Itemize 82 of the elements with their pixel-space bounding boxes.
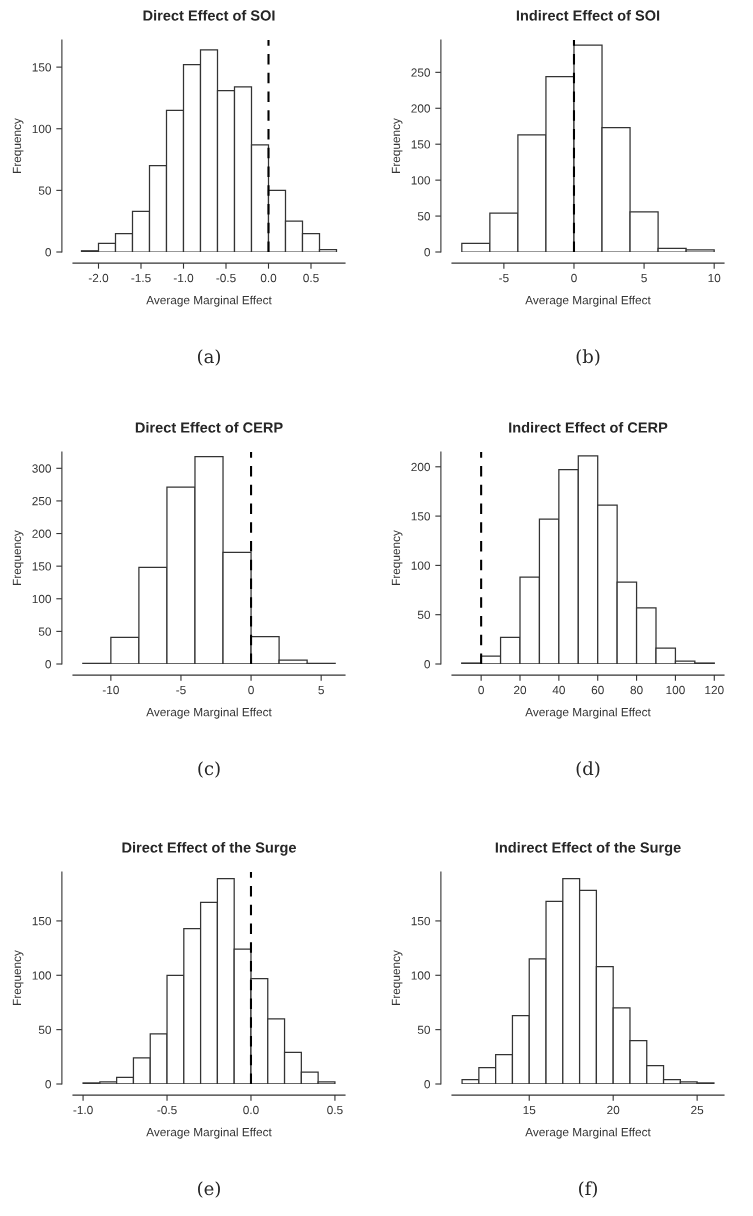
x-tick-label: 100 xyxy=(666,685,685,695)
y-tick-label: 0 xyxy=(45,1080,52,1089)
text: (d) xyxy=(576,761,600,778)
text: (a) xyxy=(198,349,220,366)
x-tick-label: 60 xyxy=(591,685,604,695)
y-tick-label: 0 xyxy=(424,660,431,669)
y-tick-label: 0 xyxy=(424,248,431,257)
x-tick-label: -0.5 xyxy=(216,273,236,283)
x-tick-label: 40 xyxy=(552,685,565,695)
y-tick-label: 50 xyxy=(417,1025,431,1035)
y-tick-label: 250 xyxy=(32,496,52,506)
x-axis-title: Average Marginal Effect xyxy=(146,1127,272,1139)
y-tick-label: 50 xyxy=(38,1025,52,1035)
y-axis-title: Frequency xyxy=(391,950,403,1005)
y-tick-label: 300 xyxy=(32,464,52,473)
y-tick-label: 200 xyxy=(411,462,431,472)
x-tick-label: 0.5 xyxy=(303,273,319,283)
y-tick-label: 150 xyxy=(411,916,431,926)
y-tick-label: 50 xyxy=(38,627,52,636)
x-tick-label: -1.0 xyxy=(73,1105,93,1115)
y-axis-title: Frequency xyxy=(12,950,24,1005)
x-tick-label: 0 xyxy=(478,685,484,695)
y-tick-label: 150 xyxy=(411,512,431,521)
chart-title: Indirect Effect of CERP xyxy=(509,421,668,433)
x-tick-label: 0.5 xyxy=(327,1105,343,1115)
x-tick-label: 120 xyxy=(705,685,724,695)
x-tick-label: 5 xyxy=(318,685,324,695)
y-tick-label: 150 xyxy=(32,562,52,571)
x-tick-label: 20 xyxy=(514,685,527,695)
x-tick-label: 25 xyxy=(691,1105,704,1115)
x-tick-label: -0.5 xyxy=(157,1105,177,1115)
y-tick-label: 150 xyxy=(32,916,52,926)
y-axis-title: Frequency xyxy=(391,530,403,585)
y-tick-label: 100 xyxy=(411,971,431,980)
y-tick-label: 0 xyxy=(45,248,52,257)
x-tick-label: -2.0 xyxy=(88,273,109,283)
y-tick-label: 100 xyxy=(32,971,52,980)
x-tick-label: 0.0 xyxy=(243,1105,259,1115)
chart-title: Indirect Effect of SOI xyxy=(516,9,660,21)
text: (e) xyxy=(198,1181,220,1198)
x-axis-title: Average Marginal Effect xyxy=(525,707,651,719)
chart-title: Direct Effect of the Surge xyxy=(122,841,297,856)
y-tick-label: 50 xyxy=(38,186,52,195)
x-axis-title: Average Marginal Effect xyxy=(525,1127,651,1139)
y-axis-title: Frequency xyxy=(12,530,24,585)
chart-title: Direct Effect of SOI xyxy=(143,9,275,21)
x-axis-title: Average Marginal Effect xyxy=(525,295,651,307)
y-tick-label: 150 xyxy=(411,140,431,149)
x-tick-label: -1.0 xyxy=(173,273,194,283)
chart-title: Indirect Effect of the Surge xyxy=(495,841,681,856)
text: (c) xyxy=(198,761,220,778)
x-tick-label: 0 xyxy=(571,273,577,283)
x-tick-label: 0.0 xyxy=(260,273,277,283)
y-axis-title: Frequency xyxy=(391,118,403,173)
y-tick-label: 200 xyxy=(411,104,431,113)
y-tick-label: 150 xyxy=(32,63,52,72)
x-tick-label: -5 xyxy=(499,273,509,283)
x-axis-title: Average Marginal Effect xyxy=(146,707,272,719)
y-tick-label: 250 xyxy=(411,68,431,77)
x-tick-label: -5 xyxy=(176,685,186,695)
text: (f) xyxy=(579,1181,597,1198)
y-tick-label: 50 xyxy=(417,610,431,620)
y-axis-title: Frequency xyxy=(12,118,24,173)
y-tick-label: 200 xyxy=(32,529,52,538)
text: (b) xyxy=(576,349,600,366)
y-tick-label: 100 xyxy=(32,124,52,134)
y-tick-label: 100 xyxy=(411,176,431,185)
chart-title: Direct Effect of CERP xyxy=(135,421,283,433)
y-tick-label: 100 xyxy=(411,561,431,570)
y-tick-label: 100 xyxy=(32,594,52,604)
x-axis-title: Average Marginal Effect xyxy=(146,295,272,307)
y-tick-label: 50 xyxy=(417,212,431,221)
x-tick-label: 5 xyxy=(641,273,647,283)
y-tick-label: 0 xyxy=(424,1080,431,1089)
x-tick-label: 0 xyxy=(248,685,254,695)
x-tick-label: 80 xyxy=(630,685,643,695)
x-tick-label: 10 xyxy=(708,273,721,283)
y-tick-label: 0 xyxy=(45,660,52,669)
x-tick-label: 20 xyxy=(607,1105,620,1115)
x-tick-label: -10 xyxy=(102,685,119,695)
x-tick-label: -1.5 xyxy=(131,273,151,283)
x-tick-label: 15 xyxy=(523,1105,536,1115)
